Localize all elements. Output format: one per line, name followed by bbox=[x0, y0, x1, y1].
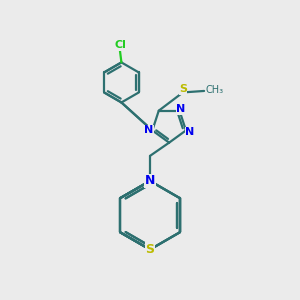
Text: S: S bbox=[146, 243, 154, 256]
Text: S: S bbox=[179, 85, 187, 94]
Text: Cl: Cl bbox=[114, 40, 126, 50]
Text: N: N bbox=[144, 125, 153, 135]
Text: N: N bbox=[176, 104, 186, 114]
Text: N: N bbox=[185, 127, 194, 137]
Text: N: N bbox=[145, 174, 155, 188]
Text: CH₃: CH₃ bbox=[206, 85, 224, 95]
